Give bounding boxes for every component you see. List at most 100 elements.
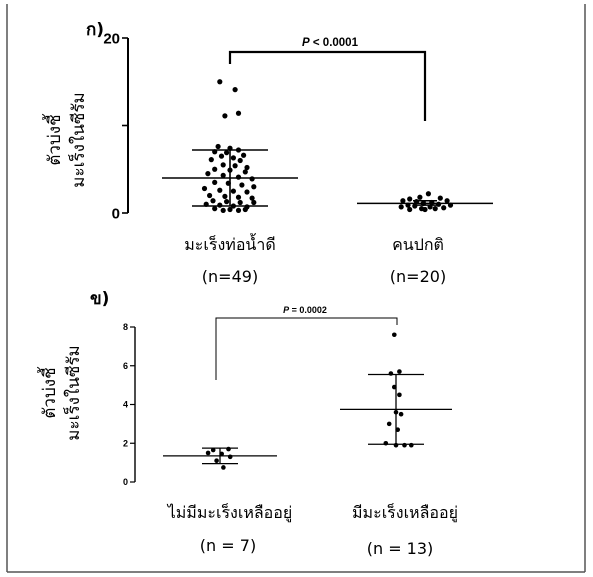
panel-b-category-2: มีมะเร็งเหลืออยู่ xyxy=(352,502,458,523)
panel-b-point-2-5 xyxy=(393,409,399,415)
panel-a-data-points xyxy=(201,79,454,213)
panel-a-point-1-19 xyxy=(242,169,248,175)
panel-a-point-1-27 xyxy=(251,184,257,190)
panel-b-point-2-11 xyxy=(402,442,407,448)
panel-a-point-1-41 xyxy=(217,202,223,208)
panel-a-n-2: (n=20) xyxy=(390,267,446,286)
panel-a-point-1-38 xyxy=(237,199,243,206)
panel-b-ylabel-line2: มะเร็งในซีรัม xyxy=(62,345,84,440)
panel-a-point-2-15 xyxy=(441,205,447,211)
panel-a-point-1-31 xyxy=(244,189,250,195)
panel-a-point-1-35 xyxy=(249,195,255,201)
panel-b-ytick-label-4: 8 xyxy=(123,322,128,332)
panel-a-point-1-11 xyxy=(230,155,236,161)
panel-a-pvalue: P < 0.0001 xyxy=(302,37,359,49)
panel-b-pvalue-text: = 0.0002 xyxy=(292,305,327,315)
panel-b-point-1-5 xyxy=(214,458,219,463)
panel-b-point-2-7 xyxy=(386,421,392,427)
panel-b-point-1-4 xyxy=(227,454,233,460)
panel-a-pvalue-symbol: P xyxy=(302,37,310,49)
panel-a-point-2-7 xyxy=(429,199,435,206)
panel-a-point-1-12 xyxy=(208,157,214,163)
panel-a-n-1: (n=49) xyxy=(202,267,258,286)
panel-a-point-2-19 xyxy=(422,206,428,213)
panel-b-ytick-label-3: 6 xyxy=(123,361,128,371)
panel-b-point-1-3 xyxy=(219,451,224,457)
panel-b-pvalue-symbol: P xyxy=(283,305,290,315)
panel-b-category-1: ไม่มีมะเร็งเหลืออยู่ xyxy=(166,502,293,523)
panel-a-ylabel: ตัวบ่งชี้ มะเร็งในซีรัม xyxy=(42,92,89,187)
panel-a-point-1-44 xyxy=(212,206,218,212)
panel-a-point-2-11 xyxy=(447,202,454,208)
panel-b-ytick-label-1: 2 xyxy=(123,438,128,448)
panel-a-point-1-25 xyxy=(225,180,231,186)
panel-b-point-2-12 xyxy=(409,442,414,448)
panel-a-point-1-18 xyxy=(227,167,233,173)
panel-b-point-2-10 xyxy=(393,442,399,448)
panel-b-ylabel-line1: ตัวบ่งชี้ xyxy=(37,366,60,418)
panel-b-data-points xyxy=(205,332,414,470)
panel-a-point-1-33 xyxy=(222,193,228,199)
panel-b-point-2-9 xyxy=(383,440,389,446)
panel-a-point-1-6 xyxy=(235,147,242,153)
panel-a-point-1-47 xyxy=(220,207,226,213)
panel-a-point-2-6 xyxy=(413,199,420,205)
panel-a-point-1-0 xyxy=(217,79,223,85)
panel-a-point-1-17 xyxy=(212,166,218,172)
panel-a-ytick-label-2: 20 xyxy=(103,30,120,47)
panel-a-point-1-28 xyxy=(201,185,208,192)
panel-a-point-2-8 xyxy=(420,200,426,206)
panel-b-n-2: (n = 13) xyxy=(367,539,434,558)
panel-b-letter: ข) xyxy=(90,289,109,309)
panel-b-point-2-0 xyxy=(392,332,397,338)
panel-a-point-1-7 xyxy=(212,149,218,155)
panel-b-ytick-label-0: 0 xyxy=(123,477,128,487)
panel-b-ylabel: ตัวบ่งชี้ มะเร็งในซีรัม xyxy=(37,345,84,440)
panel-a-point-1-13 xyxy=(237,157,243,164)
panel-a-significance-bracket xyxy=(228,50,427,121)
panel-a-point-1-34 xyxy=(235,194,242,200)
panel-a-point-1-37 xyxy=(224,199,230,205)
panel-b-point-2-1 xyxy=(397,369,402,374)
panel-a-point-1-8 xyxy=(224,150,230,156)
panel-a-point-2-1 xyxy=(417,194,423,200)
panel-a-point-2-17 xyxy=(432,206,438,212)
panel-a-point-2-2 xyxy=(437,195,443,201)
panel-a-ylabel-line2: มะเร็งในซีรัม xyxy=(67,92,89,187)
panel-a-point-2-14 xyxy=(398,204,404,210)
panel-a-point-2-12 xyxy=(412,203,418,209)
panel-b-point-2-6 xyxy=(398,411,404,417)
panel-a-point-2-4 xyxy=(400,198,406,204)
panel-a-category-2: คนปกติ xyxy=(392,235,444,254)
panel-a-point-1-48 xyxy=(235,207,242,213)
panel-a-point-1-10 xyxy=(218,153,225,159)
panel-a-point-1-3 xyxy=(222,113,228,119)
panel-a-letter: ก) xyxy=(86,20,104,40)
panel-a-pvalue-text: < 0.0001 xyxy=(313,37,359,49)
panel-a-point-1-26 xyxy=(239,182,245,188)
panel-a-point-1-36 xyxy=(210,198,216,204)
panel-a-point-1-2 xyxy=(235,110,242,116)
panel-b-point-2-4 xyxy=(397,392,402,398)
panel-a-point-2-9 xyxy=(436,201,442,207)
panel-a-point-1-1 xyxy=(232,87,238,93)
panel-b-point-1-6 xyxy=(221,465,226,470)
panel-a-point-1-30 xyxy=(230,188,236,194)
panel-a-point-1-32 xyxy=(207,192,213,199)
panel-a-point-1-4 xyxy=(215,143,221,150)
panel-a: ก) ตัวบ่งชี้ มะเร็งในซีรัม 0 20 P < 0.000… xyxy=(42,20,493,286)
panel-a-point-1-23 xyxy=(249,176,255,182)
panel-a-point-2-3 xyxy=(407,196,413,202)
panel-a-point-1-42 xyxy=(230,203,236,209)
panel-a-point-1-45 xyxy=(227,206,233,213)
panel-a-point-1-15 xyxy=(232,163,238,169)
panel-b-pvalue: P = 0.0002 xyxy=(283,305,327,315)
panel-b-point-1-0 xyxy=(210,447,216,453)
panel-a-point-1-16 xyxy=(244,164,250,171)
panel-a-ylabel-line1: ตัวบ่งชี้ xyxy=(42,113,65,165)
panel-a-point-1-24 xyxy=(212,179,218,185)
panel-a-point-1-14 xyxy=(220,162,226,168)
panel-b-point-1-1 xyxy=(226,446,231,452)
panel-a-point-1-39 xyxy=(251,199,257,206)
panel-a-point-2-10 xyxy=(405,202,411,208)
